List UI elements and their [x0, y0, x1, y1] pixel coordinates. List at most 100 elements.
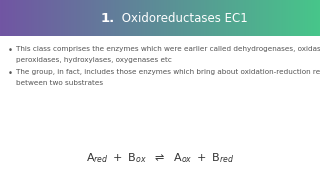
- Bar: [241, 0, 242, 36]
- Bar: [296, 0, 297, 36]
- Bar: [261, 0, 262, 36]
- Bar: [83, 0, 84, 36]
- Bar: [182, 0, 183, 36]
- Bar: [194, 0, 195, 36]
- Bar: [273, 0, 274, 36]
- Text: $\mathregular{A}_{red}\ +\ \mathregular{B}_{ox}\ \ \rightleftharpoons\ \ \mathre: $\mathregular{A}_{red}\ +\ \mathregular{…: [86, 151, 234, 165]
- Bar: [294, 0, 295, 36]
- Bar: [72, 0, 73, 36]
- Bar: [205, 0, 206, 36]
- Bar: [105, 0, 106, 36]
- Bar: [40, 0, 41, 36]
- Bar: [279, 0, 280, 36]
- Bar: [217, 0, 218, 36]
- Bar: [33, 0, 34, 36]
- Bar: [230, 0, 231, 36]
- Bar: [127, 0, 128, 36]
- Bar: [166, 0, 167, 36]
- Text: 1.: 1.: [101, 12, 115, 24]
- Bar: [228, 0, 229, 36]
- Bar: [47, 0, 48, 36]
- Bar: [155, 0, 156, 36]
- Bar: [309, 0, 310, 36]
- Bar: [297, 0, 298, 36]
- Bar: [308, 0, 309, 36]
- Bar: [18, 0, 19, 36]
- Text: •: •: [8, 46, 13, 55]
- Bar: [50, 0, 51, 36]
- Bar: [192, 0, 193, 36]
- Bar: [60, 0, 61, 36]
- Bar: [177, 0, 178, 36]
- Bar: [160, 0, 161, 36]
- Bar: [31, 0, 32, 36]
- Bar: [150, 0, 151, 36]
- Bar: [277, 0, 278, 36]
- Bar: [7, 0, 8, 36]
- Bar: [257, 0, 258, 36]
- Bar: [188, 0, 189, 36]
- Bar: [104, 0, 105, 36]
- Bar: [133, 0, 134, 36]
- Bar: [119, 0, 120, 36]
- Bar: [78, 0, 79, 36]
- Bar: [310, 0, 311, 36]
- Bar: [54, 0, 55, 36]
- Bar: [29, 0, 30, 36]
- Bar: [1, 0, 2, 36]
- Bar: [90, 0, 91, 36]
- Bar: [61, 0, 62, 36]
- Bar: [248, 0, 249, 36]
- Bar: [13, 0, 14, 36]
- Bar: [112, 0, 113, 36]
- Bar: [229, 0, 230, 36]
- Bar: [264, 0, 265, 36]
- Bar: [135, 0, 136, 36]
- Bar: [271, 0, 272, 36]
- Bar: [290, 0, 291, 36]
- Bar: [266, 0, 267, 36]
- Bar: [137, 0, 138, 36]
- Bar: [258, 0, 259, 36]
- Bar: [307, 0, 308, 36]
- Bar: [209, 0, 210, 36]
- Bar: [171, 0, 172, 36]
- Bar: [317, 0, 318, 36]
- Bar: [245, 0, 246, 36]
- Bar: [247, 0, 248, 36]
- Bar: [233, 0, 234, 36]
- Bar: [100, 0, 101, 36]
- Bar: [253, 0, 254, 36]
- Bar: [316, 0, 317, 36]
- Bar: [141, 0, 142, 36]
- Bar: [292, 0, 293, 36]
- Bar: [195, 0, 196, 36]
- Bar: [10, 0, 11, 36]
- Bar: [221, 0, 222, 36]
- Bar: [62, 0, 63, 36]
- Bar: [203, 0, 204, 36]
- Bar: [16, 0, 17, 36]
- Bar: [24, 0, 25, 36]
- Bar: [204, 0, 205, 36]
- Bar: [96, 0, 97, 36]
- Bar: [64, 0, 65, 36]
- Bar: [30, 0, 31, 36]
- Bar: [158, 0, 159, 36]
- Bar: [275, 0, 276, 36]
- Bar: [103, 0, 104, 36]
- Bar: [102, 0, 103, 36]
- Bar: [289, 0, 290, 36]
- Bar: [38, 0, 39, 36]
- Bar: [259, 0, 260, 36]
- Bar: [234, 0, 235, 36]
- Bar: [136, 0, 137, 36]
- Bar: [156, 0, 157, 36]
- Bar: [44, 0, 45, 36]
- Bar: [168, 0, 169, 36]
- Bar: [91, 0, 92, 36]
- Bar: [79, 0, 80, 36]
- Bar: [77, 0, 78, 36]
- Bar: [210, 0, 211, 36]
- Bar: [95, 0, 96, 36]
